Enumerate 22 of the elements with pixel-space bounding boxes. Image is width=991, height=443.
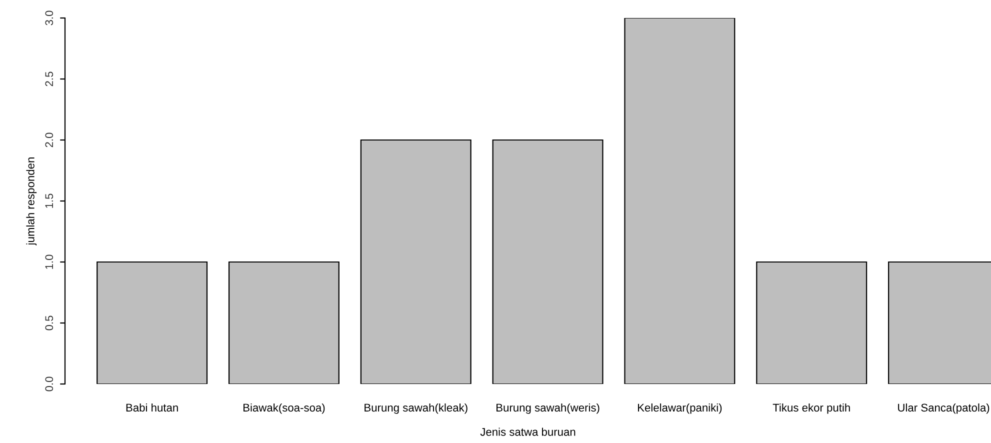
bar xyxy=(492,139,604,384)
y-tick-label: 2.5 xyxy=(45,72,54,86)
y-tick-label: 0.5 xyxy=(45,316,54,330)
x-tick-label: Ular Sanca(patola) xyxy=(898,403,990,414)
x-tick-label: Burung sawah(kleak) xyxy=(364,403,468,414)
bar xyxy=(96,261,208,384)
bar xyxy=(360,139,472,384)
x-tick-label: Kelelawar(paniki) xyxy=(638,403,722,414)
x-axis-title: Jenis satwa buruan xyxy=(480,428,576,436)
y-tick-label: 3.0 xyxy=(45,10,54,26)
y-tick-label: 1.0 xyxy=(45,254,54,269)
y-tick-label: 0.0 xyxy=(45,376,54,392)
y-tick-label: 1.5 xyxy=(45,194,54,208)
y-axis-title: jumlah responden xyxy=(26,158,37,246)
y-tick-label: 2.0 xyxy=(45,132,54,148)
x-tick-label: Burung sawah(weris) xyxy=(496,403,600,414)
x-tick-label: Tikus ekor putih xyxy=(772,403,850,414)
x-tick-label: Babi hutan xyxy=(126,403,178,412)
bar xyxy=(624,18,736,384)
x-tick-label: Biawak(soa-soa) xyxy=(244,403,325,414)
bar xyxy=(756,261,868,384)
bar xyxy=(228,261,340,384)
